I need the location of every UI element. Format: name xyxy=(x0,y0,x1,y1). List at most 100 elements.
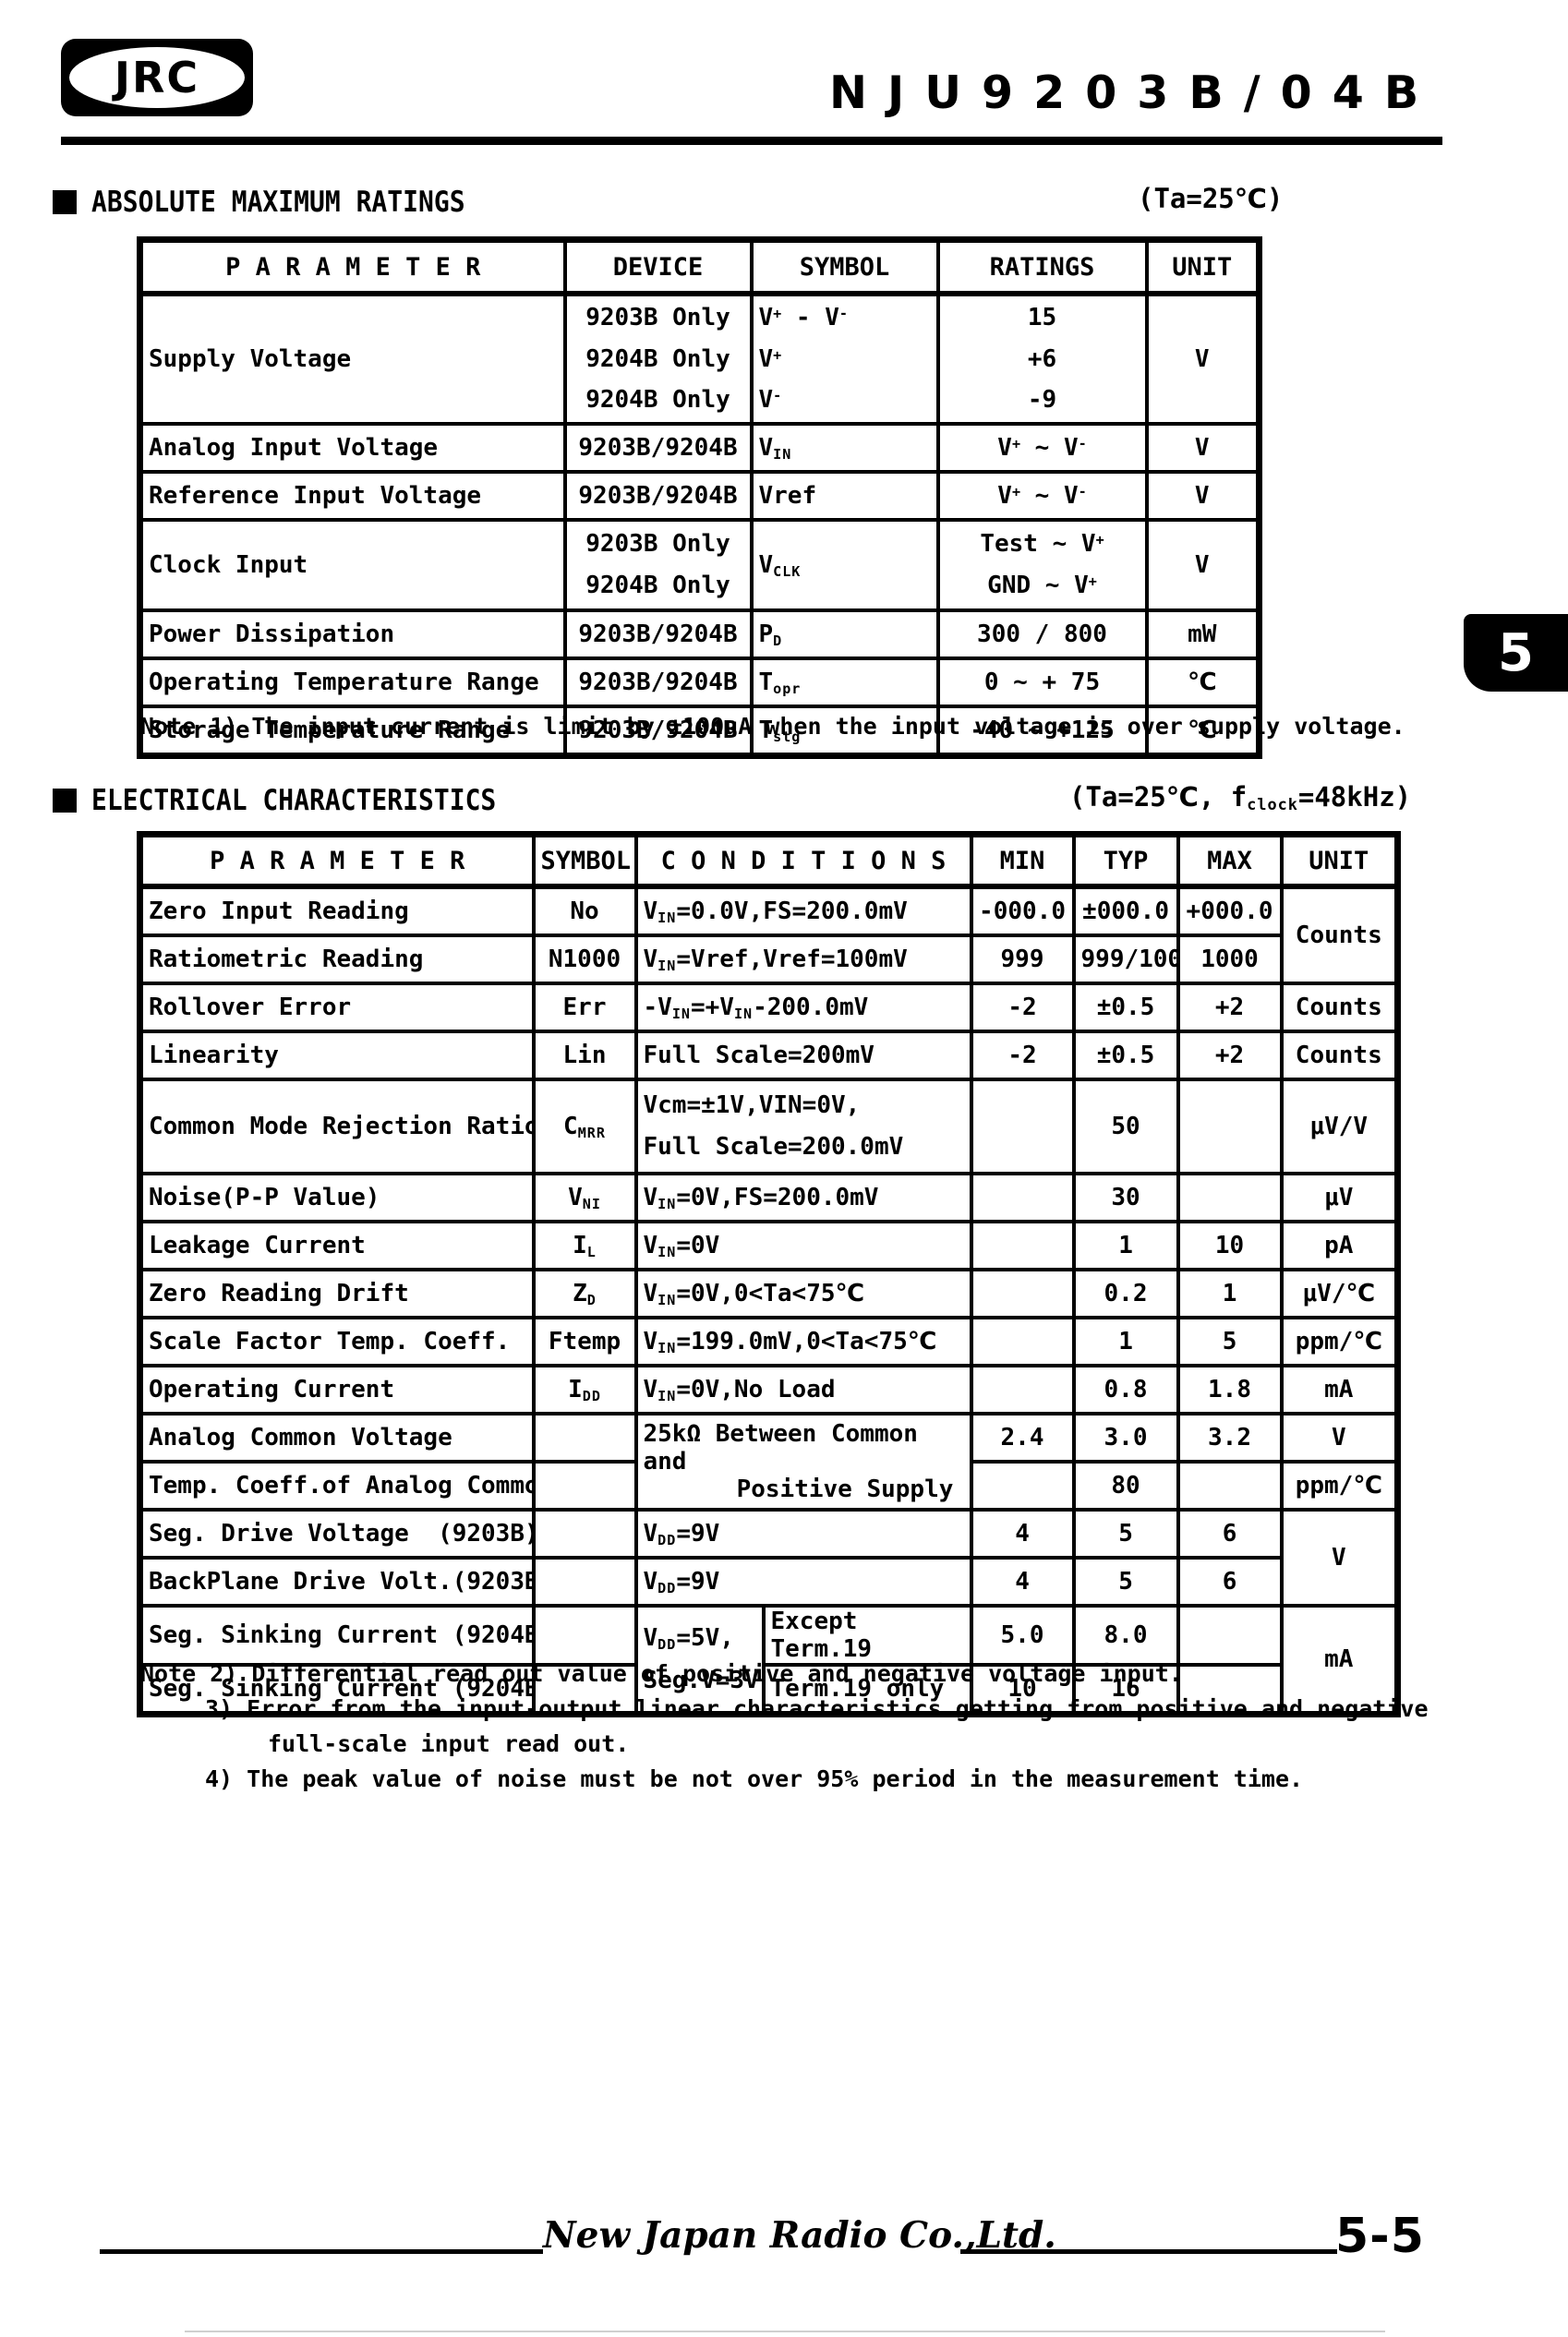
cell-parameter: Zero Reading Drift xyxy=(138,1268,536,1319)
cell-parameter: Zero Input Reading xyxy=(138,885,536,937)
col-unit: UNIT xyxy=(1279,832,1400,889)
footer-divider-right xyxy=(960,2249,1337,2254)
table-header-row: P A R A M E T E R SYMBOL C O N D I T I O… xyxy=(138,832,1400,889)
chapter-tab-number: 5 xyxy=(1498,622,1534,683)
cell-parameter: Analog Input Voltage xyxy=(138,422,567,474)
note-3-continued: full-scale input read out. xyxy=(268,1730,630,1757)
cell-ratings: V+ ∼ V- xyxy=(935,422,1149,474)
cell-device: 9203B Only 9204B Only xyxy=(562,518,754,612)
cell-min: 10 xyxy=(969,1663,1076,1717)
cell-parameter: Operating Current xyxy=(138,1364,536,1415)
table-row: Reference Input Voltage 9203B/9204B Vref… xyxy=(138,470,1261,522)
table-row: Leakage Current IL VIN=0V 1 10 pA xyxy=(138,1220,1400,1271)
cell-unit: μV/℃ xyxy=(1279,1268,1400,1319)
table-row: Zero Input Reading No VIN=0.0V,FS=200.0m… xyxy=(138,885,1400,985)
col-ratings: RATINGS xyxy=(935,237,1149,296)
cell-parameter: BackPlane Drive Volt.(9203B) xyxy=(138,1556,536,1608)
cell-parameter: Seg. Sinking Current (9204B) xyxy=(138,1604,536,1667)
table-row: Analog Input Voltage 9203B/9204B VIN V+ … xyxy=(138,422,1261,474)
cell-conditions: 25kΩ Between Common and Positive Supply xyxy=(633,1412,973,1512)
table-row: Common Mode Rejection Ratio CMRR Vcm=±1V… xyxy=(138,1078,1400,1175)
cell-typ: 3.0 xyxy=(1071,1412,1180,1464)
note-3: 3) Error from the input-output linear ch… xyxy=(205,1695,1429,1722)
cell-symbol: IDD xyxy=(531,1364,638,1415)
cell-min xyxy=(969,1220,1076,1271)
cell-typ: ±000.0 xyxy=(1071,885,1180,937)
section-title: ABSOLUTE MAXIMUM RATINGS xyxy=(91,185,465,219)
cell-unit: mW xyxy=(1144,608,1261,660)
cell-symbol: Lin xyxy=(531,1030,638,1081)
section-elec-char-heading: ELECTRICAL CHARACTERISTICS xyxy=(53,783,496,817)
cell-device: 9203B/9204B xyxy=(562,657,754,708)
cell-ratings: Test ∼ V+ GND ∼ V+ xyxy=(935,518,1149,612)
cell-conditions-b: Term.19 only xyxy=(761,1663,973,1717)
cell-device: 9203B/9204B xyxy=(562,470,754,522)
cell-symbol: Topr xyxy=(749,657,940,708)
cell-symbol xyxy=(531,1604,638,1667)
cell-max: 5 xyxy=(1176,1316,1284,1367)
cell-min: 5.0 xyxy=(969,1604,1076,1667)
conditions-line-2: Positive Supply xyxy=(736,1476,954,1503)
cell-symbol: Tstg xyxy=(749,705,940,758)
chapter-tab: 5 xyxy=(1464,614,1568,692)
table-row: Seg. Sinking Current (9204B) Term.19 onl… xyxy=(138,1663,1398,1717)
table-row: Rollover Error Err -VIN=+VIN-200.0mV -2 … xyxy=(138,982,1400,1033)
cell-typ: 50 xyxy=(1071,1078,1180,1175)
cell-min: -2 xyxy=(969,1030,1076,1081)
cell-conditions: VDD=9V xyxy=(633,1508,973,1560)
cell-max: 1 xyxy=(1176,1268,1284,1319)
footer-divider-left xyxy=(100,2249,543,2254)
cell-typ: 999/1000 xyxy=(1071,934,1180,985)
cell-parameter: Seg. Sinking Current (9204B) xyxy=(138,1663,536,1717)
col-symbol: SYMBOL xyxy=(531,832,638,889)
cell-conditions: VIN=0.0V,FS=200.0mV xyxy=(633,885,973,937)
table-row: Seg. Sinking Current (9204B) VDD=5V, Seg… xyxy=(138,1604,1400,1717)
cell-unit: ppm/℃ xyxy=(1279,1460,1400,1512)
cell-unit: mA xyxy=(1279,1604,1400,1717)
cell-max: 6 xyxy=(1176,1508,1284,1560)
cell-unit: Counts xyxy=(1279,885,1400,985)
cell-parameter: Temp. Coeff.of Analog Common xyxy=(138,1460,536,1512)
cell-max xyxy=(1176,1663,1284,1717)
part-number-title: NJU9203B/04B xyxy=(829,66,1440,119)
cell-unit: μV/V xyxy=(1279,1078,1400,1175)
cell-max: 1.8 xyxy=(1176,1364,1284,1415)
cell-unit: V xyxy=(1144,518,1261,612)
cell-symbol: ZD xyxy=(531,1268,638,1319)
cell-symbol xyxy=(531,1460,638,1512)
cell-unit: μV xyxy=(1279,1172,1400,1223)
cell-symbol: Ftemp xyxy=(531,1316,638,1367)
cell-parameter: Leakage Current xyxy=(138,1220,536,1271)
cell-max: 10 xyxy=(1176,1220,1284,1271)
conditions-line-1: 25kΩ Between Common and xyxy=(643,1420,918,1476)
cell-ratings: 15 +6 -9 xyxy=(935,292,1149,426)
cell-symbol: PD xyxy=(749,608,940,660)
cell-max: 6 xyxy=(1176,1556,1284,1608)
header-rule xyxy=(61,137,1442,145)
cell-min: -000.0 xyxy=(969,885,1076,937)
cell-ratings: 0 ∼ + 75 xyxy=(935,657,1149,708)
table-row: Operating Current IDD VIN=0V,No Load 0.8… xyxy=(138,1364,1400,1415)
cell-parameter: Analog Common Voltage xyxy=(138,1412,536,1464)
page-bottom-edge xyxy=(185,2331,1385,2332)
table-row: Temp. Coeff.of Analog Common 80 ppm/℃ xyxy=(138,1460,1400,1512)
cell-typ: 16 xyxy=(1071,1663,1180,1717)
jrc-logo: JRC xyxy=(61,39,253,116)
cell-parameter: Common Mode Rejection Ratio xyxy=(138,1078,536,1175)
cell-parameter: Storage Temperature Range xyxy=(138,705,567,758)
cell-parameter: Supply Voltage xyxy=(138,292,567,426)
table-row: Scale Factor Temp. Coeff. Ftemp VIN=199.… xyxy=(138,1316,1400,1367)
cell-conditions: Full Scale=200mV xyxy=(633,1030,973,1081)
cell-parameter: Linearity xyxy=(138,1030,536,1081)
col-max: MAX xyxy=(1176,832,1284,889)
conditions-line-2: Seg.V=3V xyxy=(643,1667,759,1695)
col-typ: TYP xyxy=(1071,832,1180,889)
cell-min xyxy=(969,1078,1076,1175)
cell-max: 1000 xyxy=(1176,934,1284,985)
cell-unit: Counts xyxy=(1279,982,1400,1033)
cell-parameter: Clock Input xyxy=(138,518,567,612)
table-row: Ratiometric Reading N1000 VIN=Vref,Vref=… xyxy=(138,934,1398,985)
cell-unit: mA xyxy=(1279,1364,1400,1415)
cell-min: 4 xyxy=(969,1556,1076,1608)
